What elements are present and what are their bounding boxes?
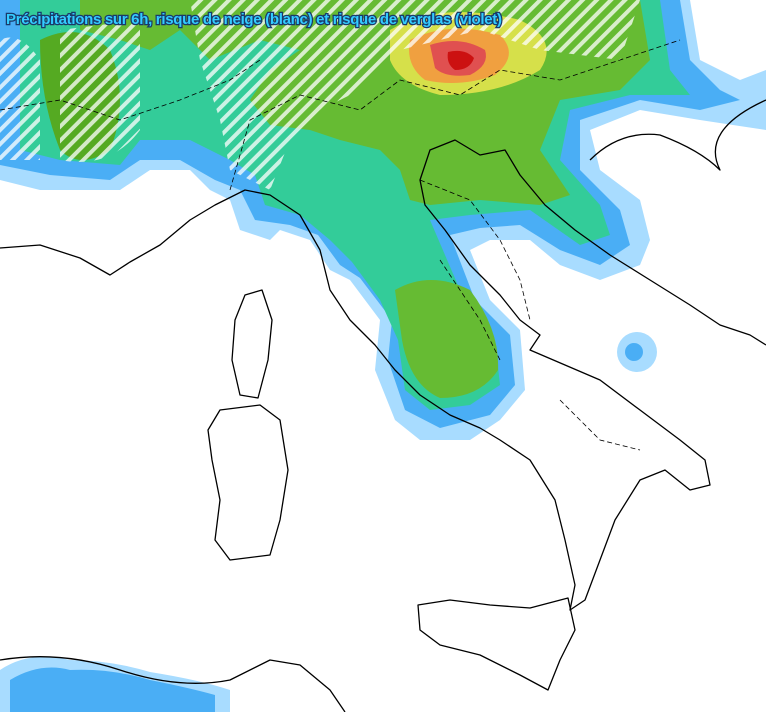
coastline [0,656,346,712]
corsica [231,289,273,399]
zone-green [395,280,499,398]
sicily [417,597,576,691]
coastline [0,139,766,611]
snow-hatching [0,0,640,190]
map-title: Précipitations sur 6h, risque de neige (… [6,11,502,28]
coastlines [0,39,766,712]
coastline [589,99,766,171]
zone-medium [625,343,643,361]
border [0,59,261,121]
zone-medium [10,667,215,712]
sardinia [207,404,289,561]
zone-red-core [447,50,474,70]
